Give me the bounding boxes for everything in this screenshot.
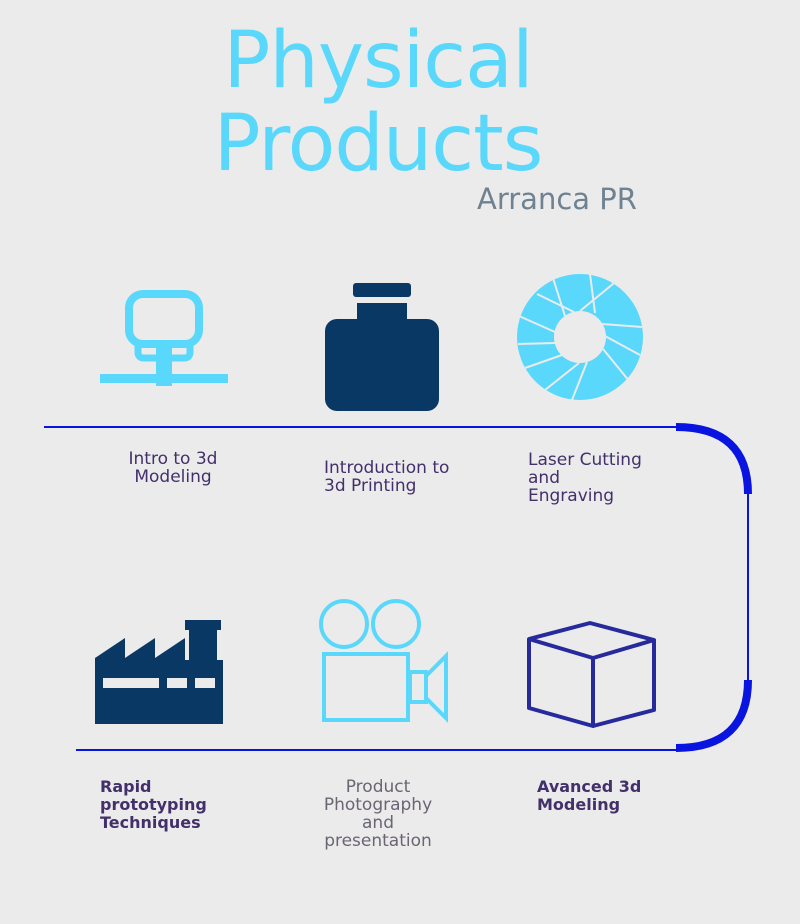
label-line: Modeling [134,467,212,487]
bottom-curve [675,679,752,752]
aperture-icon [517,273,643,401]
label-line: Photography [323,795,433,815]
label-line: Intro to 3d [128,449,218,469]
network-computer-icon [100,290,228,386]
label-line: Introduction to [324,458,450,478]
title-line-1: Physical [223,16,533,106]
label-line: presentation [324,831,432,851]
label-line: Laser Cutting [528,450,642,470]
cube-icon [527,621,656,728]
title-line-2: Products [213,99,544,189]
bottle-icon [325,283,439,411]
label-line: Rapid [100,777,152,796]
step-label-advanced-3d-modeling: Avanced 3d Modeling [537,778,677,814]
label-line: and [528,468,560,488]
label-line: Modeling [537,795,621,814]
video-camera-icon [319,599,448,723]
label-line: Engraving [528,486,615,506]
label-line: 3d Printing [324,476,417,496]
label-line: Avanced 3d [537,777,642,796]
top-curve [675,423,752,495]
step-label-rapid-prototyping: Rapid prototyping Techniques [100,778,230,832]
label-line: Techniques [100,813,201,832]
step-label-product-photography: Product Photography and presentation [313,778,443,850]
subtitle: Arranca PR [477,182,637,216]
label-line: and [362,813,394,833]
label-line: prototyping [100,795,207,814]
factory-icon [95,620,223,724]
step-label-laser-cutting: Laser Cutting and Engraving [528,451,668,505]
label-line: Product [345,777,411,797]
step-label-intro-3d-modeling: Intro to 3d Modeling [118,450,228,486]
step-label-intro-3d-printing: Introduction to 3d Printing [324,459,464,495]
